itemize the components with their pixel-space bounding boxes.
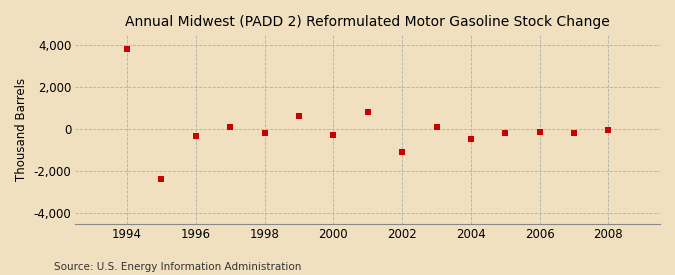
Point: [328, 133, 339, 138]
Point: [259, 131, 270, 135]
Point: [190, 134, 201, 138]
Point: [362, 109, 373, 114]
Point: [466, 137, 477, 141]
Y-axis label: Thousand Barrels: Thousand Barrels: [15, 77, 28, 180]
Point: [122, 46, 132, 51]
Point: [603, 128, 614, 132]
Point: [156, 177, 167, 181]
Point: [568, 131, 579, 135]
Point: [431, 125, 442, 129]
Title: Annual Midwest (PADD 2) Reformulated Motor Gasoline Stock Change: Annual Midwest (PADD 2) Reformulated Mot…: [126, 15, 610, 29]
Point: [225, 125, 236, 129]
Point: [500, 131, 511, 135]
Text: Source: U.S. Energy Information Administration: Source: U.S. Energy Information Administ…: [54, 262, 301, 272]
Point: [397, 150, 408, 154]
Point: [534, 130, 545, 134]
Point: [294, 114, 304, 118]
